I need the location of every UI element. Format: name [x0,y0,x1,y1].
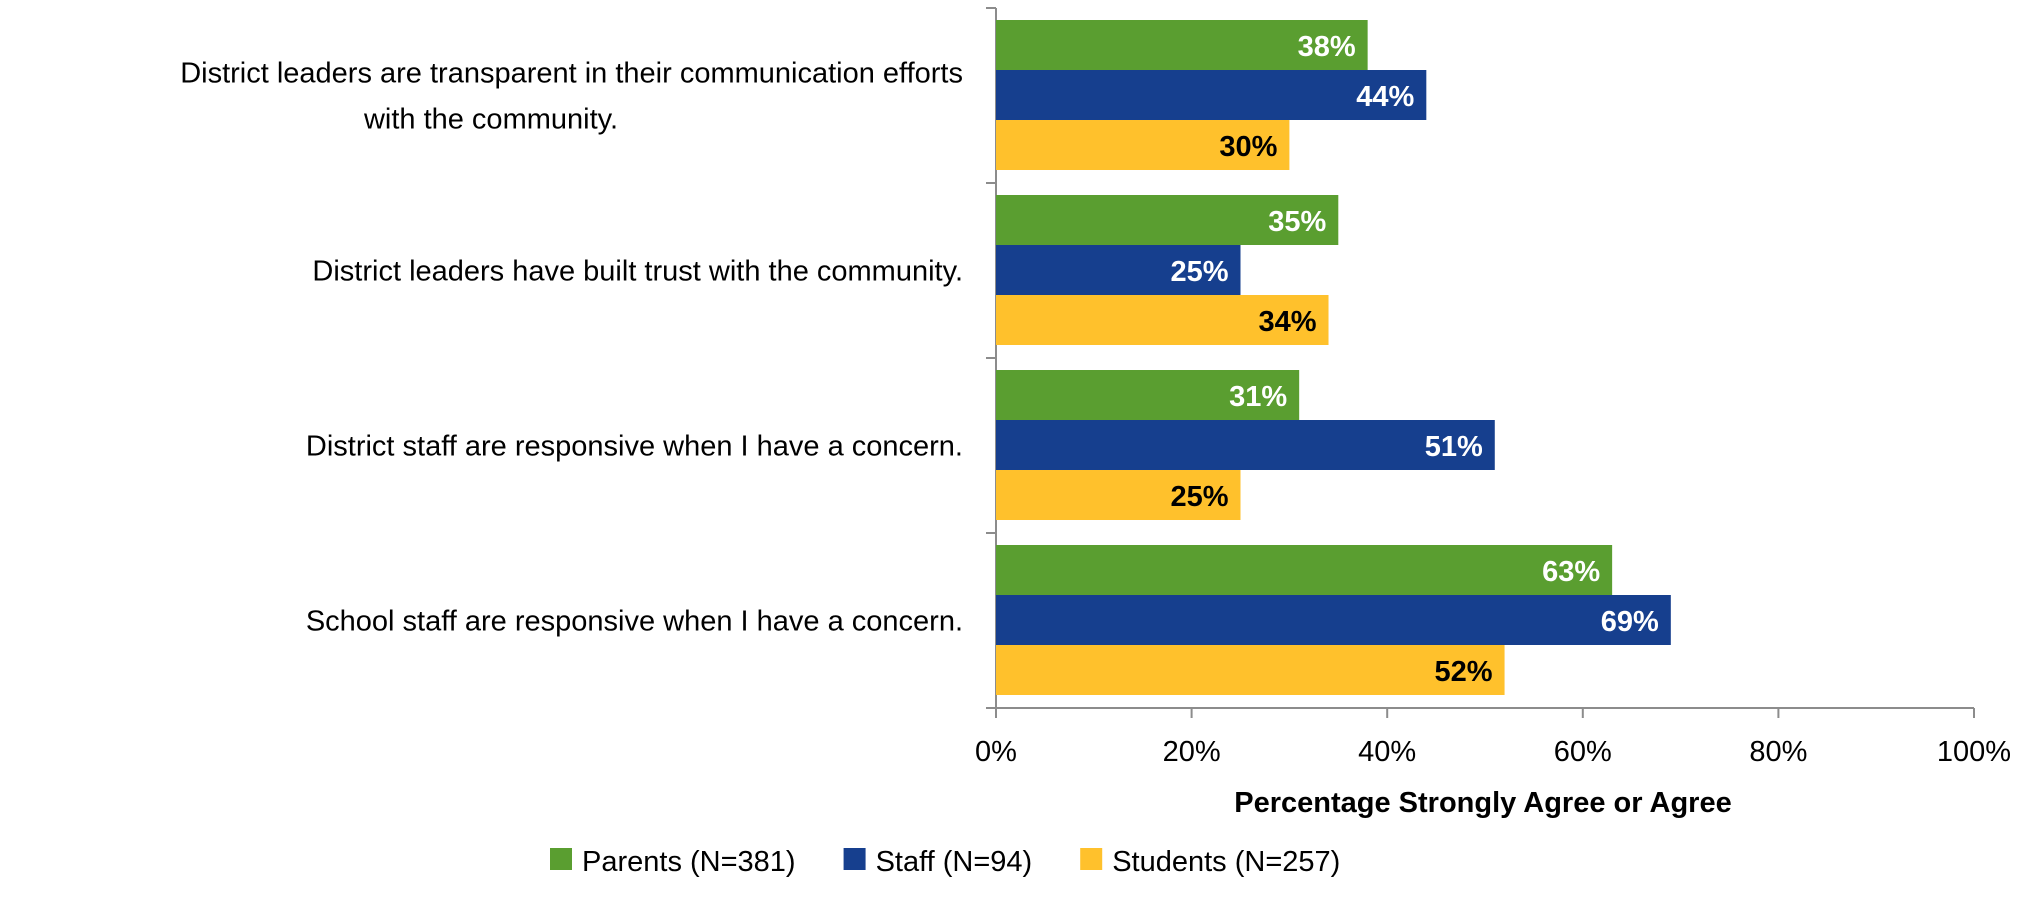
data-label: 52% [1435,656,1493,688]
data-labels: 38%44% 30% 35% 25% 34% 31% 51% 25% 63%69% 52% [1170,31,1659,688]
bar [996,70,1427,120]
data-label: 69% [1601,606,1659,638]
data-label: 38% [1298,31,1356,63]
category-label: District leaders have built trust with t… [312,256,963,288]
category-label: District staff are responsive when I hav… [306,431,963,463]
x-tick-label: 20% [1163,736,1221,768]
x-tick-label: 40% [1358,736,1416,768]
data-label: 44% [1356,81,1414,113]
data-label: 30% [1219,131,1277,163]
data-label: 35% [1268,206,1326,238]
bars [996,20,1671,695]
bar [996,595,1671,645]
bar [996,245,1241,295]
legend-swatch [550,848,572,870]
legend-swatch [1080,848,1103,870]
x-tick-label: 80% [1749,736,1807,768]
bar [996,420,1495,470]
legend-swatch [843,848,866,870]
bar [996,645,1505,695]
category-label: School staff are responsive when I have … [306,606,963,638]
category-label: District leaders are transparent in thei… [180,58,963,90]
data-label: 51% [1425,431,1483,463]
bar [996,295,1329,345]
bar [996,545,1613,595]
x-tick-labels: 0% 20% 40% 60% 80% 100% [975,736,2011,768]
data-label: 34% [1258,306,1316,338]
legend-entry: Students (N=257) [1112,846,1340,878]
bar [996,370,1300,420]
bar [996,120,1290,170]
category-labels: District leaders are transparent in thei… [180,58,963,638]
legend: Parents (N=381) Staff (N=94) Students (N=2… [550,846,1340,878]
legend-entry: Parents (N=381) [582,846,796,878]
bar [996,20,1368,70]
bar [996,195,1339,245]
x-axis-title: Percentage Strongly Agree or Agree [1234,787,1731,819]
data-label: 31% [1229,381,1287,413]
data-label: 25% [1170,256,1228,288]
x-tick-label: 0% [975,736,1017,768]
x-tick-label: 60% [1554,736,1612,768]
data-label: 63% [1542,556,1600,588]
category-label: with the community. [363,104,618,136]
data-label: 25% [1170,481,1228,513]
legend-entry: Staff (N=94) [876,846,1033,878]
x-tick-label: 100% [1937,736,2011,768]
bar [996,470,1241,520]
